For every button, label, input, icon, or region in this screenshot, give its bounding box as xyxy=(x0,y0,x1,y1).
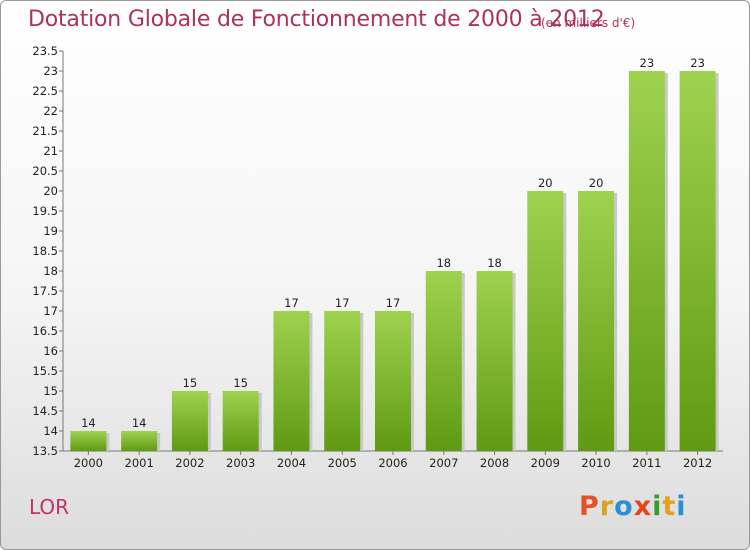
x-tick-label-2002: 2002 xyxy=(175,456,204,470)
value-label-2005: 17 xyxy=(335,296,350,310)
y-tick-label: 18.5 xyxy=(32,244,58,258)
proxiti-logo: Proxiti xyxy=(579,491,687,522)
value-label-2012: 23 xyxy=(690,56,705,70)
value-label-2011: 23 xyxy=(640,56,655,70)
bar-2004 xyxy=(273,311,310,451)
value-label-2009: 20 xyxy=(538,176,553,190)
x-tick-label-2000: 2000 xyxy=(74,456,103,470)
chart-title: Dotation Globale de Fonctionnement de 20… xyxy=(28,7,605,32)
y-tick-label: 13.5 xyxy=(32,444,58,458)
y-tick-label: 17 xyxy=(43,304,58,318)
value-label-2003: 15 xyxy=(233,376,248,390)
y-tick-label: 17.5 xyxy=(32,284,58,298)
x-tick-label-2005: 2005 xyxy=(328,456,357,470)
x-tick-label-2012: 2012 xyxy=(683,456,712,470)
y-tick-label: 18 xyxy=(43,264,58,278)
bar-2007 xyxy=(425,271,462,451)
y-tick-label: 23.5 xyxy=(32,44,58,58)
bar-2009 xyxy=(527,191,564,451)
y-tick-label: 14 xyxy=(43,424,58,438)
x-tick-label-2004: 2004 xyxy=(277,456,306,470)
logo-letter: t xyxy=(662,491,677,522)
y-tick-label: 15 xyxy=(43,384,58,398)
y-tick-label: 20 xyxy=(43,184,58,198)
value-label-2006: 17 xyxy=(386,296,401,310)
bar-series xyxy=(70,71,719,451)
bar-2006 xyxy=(375,311,411,451)
y-tick-label: 20.5 xyxy=(32,164,58,178)
y-tick-label: 21 xyxy=(43,144,58,158)
value-label-2002: 15 xyxy=(183,376,198,390)
x-tick-label-2010: 2010 xyxy=(581,456,610,470)
value-label-2001: 14 xyxy=(132,416,147,430)
y-tick-label: 15.5 xyxy=(32,364,58,378)
bar-2011 xyxy=(628,71,665,451)
y-tick-label: 16.5 xyxy=(32,324,58,338)
value-label-2010: 20 xyxy=(589,176,604,190)
value-label-2008: 18 xyxy=(487,256,502,270)
chart-unit: (en milliers d'€) xyxy=(541,16,636,30)
logo-letter: i xyxy=(676,491,687,522)
x-tick-label-2011: 2011 xyxy=(632,456,661,470)
bar-2000 xyxy=(70,431,107,451)
y-tick-label: 22.5 xyxy=(32,84,58,98)
y-tick-label: 19.5 xyxy=(32,204,58,218)
y-tick-label: 22 xyxy=(43,104,58,118)
bar-2002 xyxy=(171,391,208,451)
bar-2005 xyxy=(324,311,361,451)
x-tick-label-2001: 2001 xyxy=(125,456,154,470)
bar-2010 xyxy=(578,191,615,451)
logo-letter: P xyxy=(579,491,600,522)
y-tick-label: 19 xyxy=(43,224,58,238)
value-label-2007: 18 xyxy=(436,256,451,270)
logo-letter: i xyxy=(652,491,663,522)
y-tick-label: 21.5 xyxy=(32,124,58,138)
data-labels: 14 14 15 15 17 17 17 18 18 20 20 23 23 xyxy=(81,56,705,430)
logo-letter: r xyxy=(599,491,615,522)
y-tick-label: 16 xyxy=(43,344,58,358)
x-tick-label-2003: 2003 xyxy=(226,456,255,470)
value-label-2000: 14 xyxy=(81,416,96,430)
y-tick-label: 23 xyxy=(43,64,58,78)
x-tick-label-2006: 2006 xyxy=(378,456,407,470)
x-tick-label-2008: 2008 xyxy=(480,456,509,470)
bar-2003 xyxy=(222,391,259,451)
y-tick-label: 14.5 xyxy=(32,404,58,418)
x-tick-label-2007: 2007 xyxy=(429,456,458,470)
bar-2008 xyxy=(476,271,513,451)
commune-name: LOR xyxy=(29,495,70,519)
bar-2012 xyxy=(679,71,716,451)
logo-letter: o xyxy=(614,491,634,522)
value-label-2004: 17 xyxy=(284,296,299,310)
logo-letter: x xyxy=(633,491,653,522)
bar-2001 xyxy=(121,431,158,451)
x-tick-label-2009: 2009 xyxy=(531,456,560,470)
chart-axes: 13.5 14 14.5 15 15.5 16 16.5 17 17.5 18 18.5 19 19.5… xyxy=(32,44,723,470)
